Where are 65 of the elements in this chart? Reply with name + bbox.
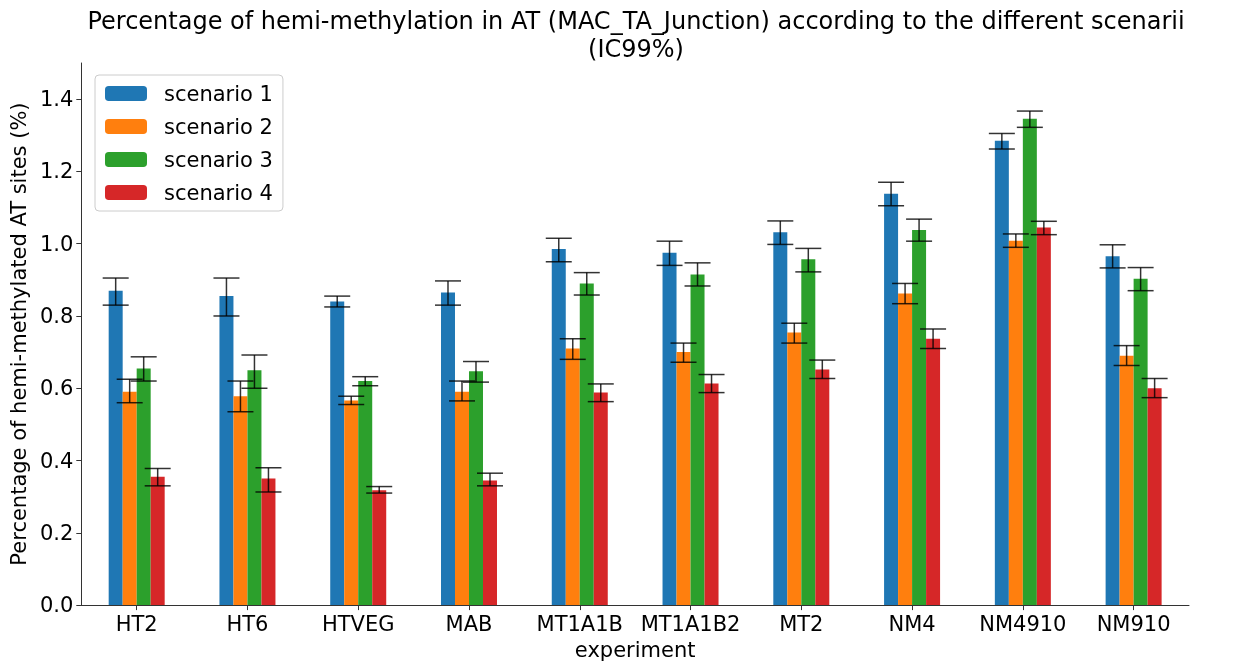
bar: [593, 392, 608, 606]
bar: [662, 252, 677, 606]
x-tick-label: NM910: [1096, 611, 1171, 636]
y-tick-label: 0.2: [39, 520, 74, 545]
bar: [344, 400, 359, 606]
bar: [233, 396, 248, 606]
bar: [773, 232, 788, 606]
bar: [1036, 227, 1051, 606]
bar: [1008, 240, 1023, 606]
bar: [247, 370, 262, 606]
y-tick-label: 1.4: [39, 87, 74, 112]
bar: [551, 249, 566, 606]
bar: [690, 274, 705, 606]
y-tick-label: 0.4: [39, 448, 74, 473]
legend-label: scenario 2: [164, 114, 273, 139]
bar: [330, 301, 345, 606]
bar: [994, 140, 1009, 606]
bar: [565, 348, 580, 606]
legend-label: scenario 3: [164, 147, 273, 172]
legend-label: scenario 4: [164, 180, 273, 205]
bar: [579, 283, 594, 606]
bar: [898, 293, 913, 606]
x-tick-label: HT2: [115, 611, 158, 636]
bar: [1147, 388, 1162, 606]
bar: [454, 391, 469, 606]
y-tick-label: 1.2: [39, 159, 74, 184]
bar: [815, 369, 830, 606]
bar: [108, 290, 123, 606]
y-tick-label: 0.6: [39, 376, 74, 401]
bar: [122, 391, 137, 606]
y-axis-title: Percentage of hemi-methylated AT sites (%): [6, 102, 31, 566]
bar: [261, 478, 276, 606]
bar: [219, 296, 234, 606]
bar: [884, 193, 899, 606]
bar: [468, 371, 483, 606]
bar: [150, 476, 165, 606]
bar: [787, 332, 802, 606]
x-tick-label: MT1A1B: [536, 611, 623, 636]
bar: [1105, 256, 1120, 606]
x-tick-label: NM4910: [979, 611, 1067, 636]
y-tick-label: 0.8: [39, 303, 74, 328]
bar: [801, 259, 816, 606]
bar: [912, 229, 927, 606]
chart-title: Percentage of hemi-methylation in AT (MAC_TA_Junction) according to the different scenarii (IC99%): [87, 7, 1185, 63]
x-tick-label: MT2: [779, 611, 824, 636]
y-tick-label: 1.0: [39, 231, 74, 256]
x-tick-label: MAB: [445, 611, 493, 636]
bar: [440, 292, 455, 606]
bar: [676, 352, 691, 606]
x-tick-label: MT1A1B2: [640, 611, 741, 636]
x-tick-label: NM4: [888, 611, 936, 636]
bar: [358, 381, 373, 606]
x-tick-label: HT6: [226, 611, 269, 636]
x-tick-label: HTVEG: [321, 611, 395, 636]
x-axis-title: experiment: [574, 637, 696, 662]
bar: [136, 368, 151, 606]
bar: [1119, 355, 1134, 606]
legend-label: scenario 1: [164, 81, 273, 106]
bar: [1022, 118, 1037, 606]
bar: [372, 490, 387, 606]
bar: [926, 338, 941, 606]
y-tick-label: 0.0: [39, 593, 74, 618]
bar: [704, 383, 719, 606]
bar: [1133, 278, 1148, 606]
bar: [482, 480, 497, 606]
